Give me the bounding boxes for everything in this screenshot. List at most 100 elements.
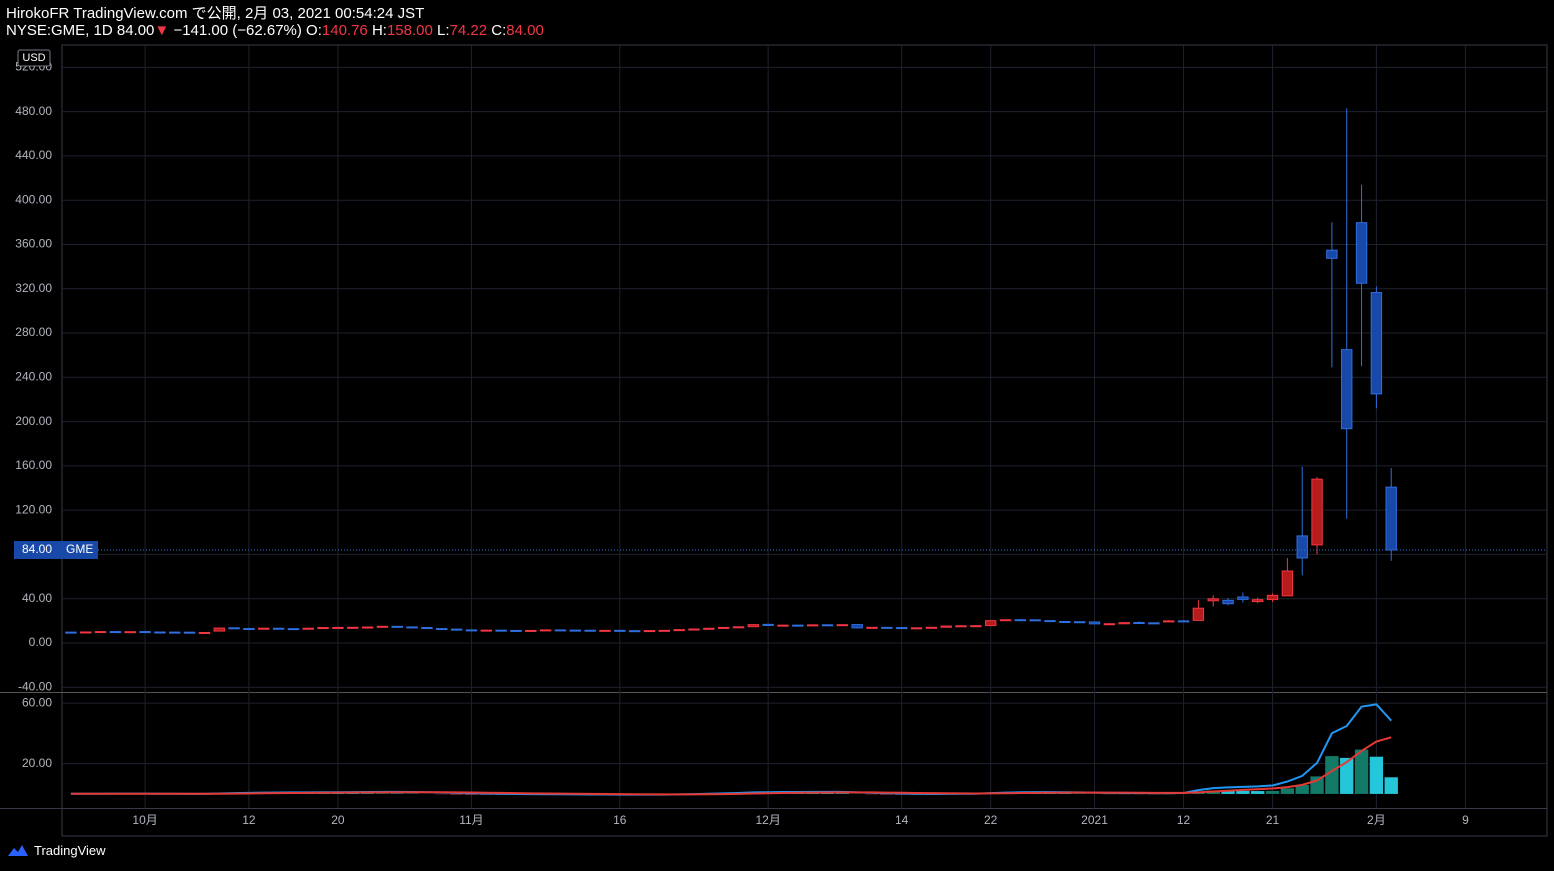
candle-body — [777, 624, 789, 627]
candle-body — [747, 624, 760, 628]
candle-body — [821, 624, 834, 627]
y-tick-label: 0.00 — [29, 635, 53, 649]
candle-body — [213, 627, 225, 632]
histogram-bar — [1295, 785, 1309, 794]
candle-body — [955, 625, 967, 628]
y-tick-label: -40.00 — [18, 679, 52, 693]
candle-body — [732, 626, 745, 629]
candle-body — [1252, 599, 1264, 603]
candle-body — [1044, 620, 1056, 623]
y-tick-label: 400.00 — [15, 192, 52, 206]
low-label: L: — [437, 22, 450, 39]
candle-body — [1074, 621, 1086, 624]
candle-body — [80, 631, 92, 634]
candle-body — [1237, 596, 1249, 600]
candle-body — [866, 626, 878, 629]
y-tick-label: 200.00 — [15, 414, 52, 428]
histogram-bar — [1384, 777, 1398, 794]
x-tick-label: 14 — [895, 813, 909, 827]
histogram-bar — [1325, 756, 1339, 794]
candle-body — [332, 626, 344, 629]
candle-body — [599, 629, 611, 632]
candle-body — [1326, 249, 1338, 259]
candle-body — [272, 627, 285, 630]
brand: TradingView — [34, 842, 106, 858]
candle-body — [881, 626, 893, 629]
candle-body — [1192, 607, 1205, 621]
candle-body — [643, 630, 656, 633]
y-tick-label: 120.00 — [15, 502, 52, 516]
candle-body — [495, 629, 507, 632]
candle-body — [109, 631, 122, 634]
last-price-badge — [14, 540, 98, 559]
candle-body — [139, 631, 151, 634]
candle-body — [1296, 535, 1308, 559]
candle-body — [347, 626, 359, 629]
candle-body — [984, 620, 997, 627]
histogram-bar — [464, 793, 479, 795]
plot-border — [61, 44, 1548, 837]
candle-body — [1029, 619, 1041, 622]
y-tick-label: 60.00 — [22, 695, 52, 709]
header: HirokoFR TradingView.com で公開, 2月 03, 202… — [6, 5, 544, 39]
x-tick-label: 22 — [984, 813, 998, 827]
last-price-label: 84.00 — [22, 542, 52, 556]
candle-body — [450, 628, 463, 631]
histogram-bar — [1251, 791, 1265, 794]
x-tick-label: 9 — [1462, 813, 1469, 827]
candle-body — [421, 627, 433, 630]
x-tick-label: 12月 — [755, 813, 780, 827]
candle-body — [970, 625, 982, 628]
histogram-bar — [1369, 756, 1384, 794]
symbol-tag: GME — [66, 542, 93, 556]
candle-body — [999, 619, 1012, 622]
candle-body — [614, 629, 626, 632]
candle-body — [1222, 599, 1234, 605]
histogram-bar — [1340, 757, 1354, 794]
candle-body — [94, 631, 107, 634]
currency-badge — [17, 49, 51, 67]
histogram-bar — [880, 793, 894, 795]
candle-body — [910, 627, 923, 630]
x-tick-label: 12 — [242, 813, 256, 827]
candle-body — [480, 629, 492, 632]
candle-body — [65, 631, 77, 634]
low-value: 74.22 — [449, 22, 488, 39]
candle-body — [376, 625, 389, 628]
candle-body — [287, 628, 300, 631]
histogram-bar — [1310, 776, 1324, 794]
open-label: O: — [306, 22, 322, 39]
candle-body — [762, 623, 774, 626]
x-tick-label: 20 — [331, 813, 345, 827]
candle-body — [154, 631, 166, 634]
x-tick-label: 16 — [613, 813, 627, 827]
candle-body — [391, 625, 403, 628]
candle-body — [569, 629, 581, 632]
candle-body — [258, 627, 270, 630]
candle-body — [169, 631, 181, 634]
histogram-bar — [1280, 788, 1295, 794]
candle-body — [539, 629, 552, 632]
candle-body — [1355, 222, 1368, 284]
y-tick-label: 360.00 — [15, 237, 52, 251]
candle-body — [1341, 349, 1353, 430]
candle-body — [1118, 622, 1130, 625]
histogram-bar — [1265, 790, 1280, 794]
change: −141.00 (−62.67%) — [173, 22, 302, 39]
chart: 10月 12 20 11月 16 12月 14 22 2021 12 21 2月 9 -40.00 0.00… — [0, 44, 1548, 837]
candle-body — [925, 626, 938, 629]
footer: TradingView — [6, 842, 106, 858]
candle-body — [792, 624, 804, 627]
candle-body — [554, 629, 567, 632]
candle-body — [1148, 622, 1160, 625]
candle-body — [436, 628, 448, 631]
candle-body — [124, 631, 136, 634]
histogram-bar — [1236, 790, 1250, 794]
candle-body — [628, 630, 641, 633]
y-tick-label: 440.00 — [15, 148, 52, 162]
candle-body — [584, 629, 596, 632]
candle-body — [1133, 622, 1145, 625]
candle-body — [510, 629, 522, 632]
candle-body — [243, 628, 255, 631]
candle-body — [1207, 598, 1219, 602]
